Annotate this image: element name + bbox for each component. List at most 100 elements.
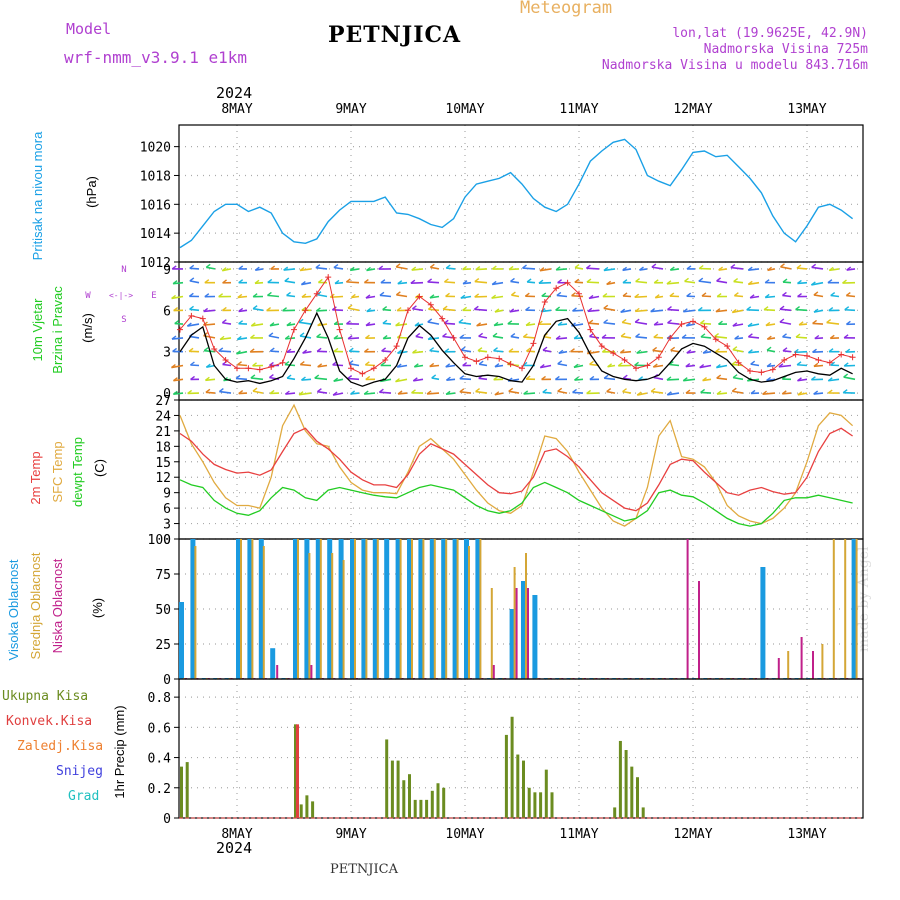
wind-arrow [730, 266, 744, 270]
wind-arrow-head [826, 319, 832, 324]
wind-gust-marker [747, 368, 753, 375]
wind-arrow-head [396, 363, 402, 368]
y-tick-label: 1016 [140, 198, 171, 213]
wind-arrow-head [429, 347, 435, 352]
wind-arrow-head [716, 374, 722, 379]
cloud-bar [304, 539, 310, 679]
precip-bar [613, 807, 617, 818]
wind-arrow-head [814, 334, 820, 340]
wind-gust-marker [302, 307, 309, 314]
wind-arrow-head [347, 335, 353, 340]
wind-arrow-head [510, 277, 515, 283]
wind-gust-marker [245, 365, 252, 372]
wind-arrow-head [524, 292, 530, 297]
wind-arrow-head [268, 332, 274, 337]
wind-arrow [382, 308, 392, 312]
wind-arrow-head [445, 264, 451, 269]
wind-arrow [556, 337, 568, 340]
wind-arrow [574, 378, 584, 381]
pressure-unit-label: (hPa) [84, 176, 99, 208]
wind-unit-label: (m/s) [80, 313, 95, 343]
wind-arrow-head [331, 306, 337, 311]
wind-arrow-head [238, 320, 244, 325]
cloud-bar [399, 539, 402, 679]
precip-bar [311, 801, 315, 818]
cloud-bar [521, 581, 526, 679]
wind-gust-marker [462, 354, 468, 361]
wind-arrow [301, 281, 312, 286]
wind-arrow-head [222, 279, 227, 284]
wind-arrow-head [667, 306, 672, 311]
wind-arrow-head [411, 389, 416, 394]
wind-arrow-head [602, 293, 608, 298]
wind-arrow-head [843, 373, 849, 378]
precip-bar [527, 787, 531, 818]
wind-arrow-head [219, 335, 225, 340]
wind-arrow-head [650, 387, 656, 393]
wind-arrow-head [316, 333, 322, 338]
wind-arrow [635, 321, 648, 325]
wind-arrow-head [446, 376, 451, 381]
year-bottom: 2024 [216, 839, 253, 857]
wind-arrow [797, 378, 808, 382]
wind-arrow-head [445, 363, 451, 368]
wind-gust-marker [564, 279, 571, 286]
wind-arrow [382, 322, 392, 325]
wind-arrow [461, 349, 472, 353]
wind-arrow [445, 392, 456, 396]
wind-arrow-head [698, 264, 704, 270]
wind-arrow [173, 281, 184, 285]
wind-gust-marker [690, 318, 696, 325]
wind-arrow-head [653, 279, 659, 284]
cloud-bar [492, 665, 495, 679]
wind-arrow-head [473, 305, 479, 310]
top-date-label: 13MAY [787, 102, 826, 117]
wind-arrow-head [842, 279, 847, 284]
wind-arrow [237, 363, 248, 367]
wind-arrow [298, 392, 312, 396]
cloud-bar [297, 539, 299, 679]
compass-w: W [85, 291, 91, 301]
wind-arrow-head [622, 374, 628, 379]
wind-arrow-head [764, 279, 770, 284]
y-tick-label: 1020 [140, 141, 171, 156]
y-tick-label: 12 [155, 471, 171, 486]
cloud-bar [452, 539, 458, 679]
top-date-label: 12MAY [673, 102, 712, 117]
wind-arrow [795, 308, 808, 312]
wind-arrow-head [526, 278, 532, 283]
wind-arrow [715, 309, 728, 313]
wind-arrow-head [554, 375, 560, 380]
wind-arrow [250, 377, 264, 381]
wind-arrow-head [701, 292, 707, 297]
wind-arrow-head [286, 291, 291, 296]
bottom-date-label: 13MAY [787, 827, 826, 842]
wind-arrow-head [606, 280, 612, 285]
wind-arrow [381, 350, 392, 353]
wind-arrow-head [797, 377, 802, 382]
wind-arrow-head [221, 306, 227, 311]
wind-arrow-head [828, 306, 834, 312]
wind-arrow [828, 378, 840, 382]
wind-arrow [782, 336, 792, 339]
pressure-line [179, 138, 854, 249]
wind-gust-marker [758, 369, 765, 376]
precip-bar [296, 724, 299, 818]
dewpoint-side-label: dewpt Temp [70, 437, 85, 507]
wind-arrow-head [189, 264, 195, 269]
cloud-bar [319, 539, 322, 679]
wind-arrow-head [699, 363, 705, 369]
wind-arrow [491, 295, 504, 299]
wind-arrow [395, 378, 408, 383]
wind-arrow [237, 337, 248, 341]
wind-arrow-head [269, 347, 275, 352]
precip-legend-item: Snijeg [56, 764, 103, 779]
wind-arrow-head [299, 332, 305, 337]
wind-arrow-head [411, 266, 417, 271]
wind-arrow [731, 363, 744, 367]
wind-arrow [526, 350, 536, 353]
wind-arrow [606, 390, 616, 394]
wind-arrow-head [508, 348, 514, 353]
wind-arrow-head [350, 293, 356, 299]
wind-arrow-head [395, 263, 401, 268]
